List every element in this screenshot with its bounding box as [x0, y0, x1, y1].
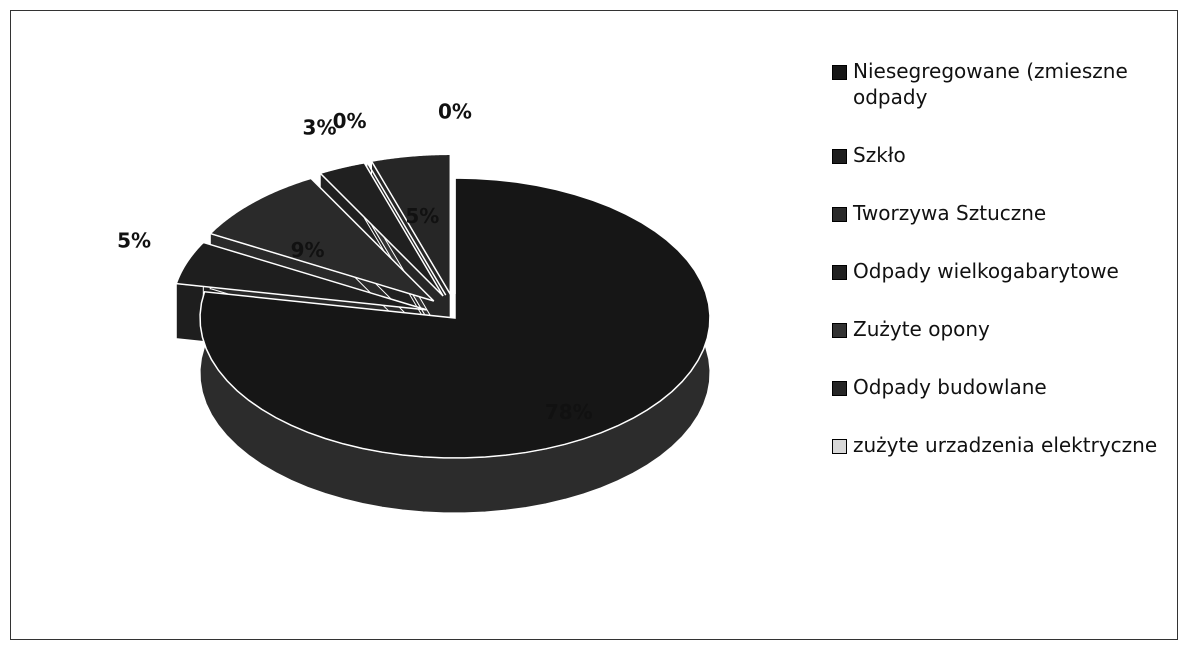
legend-swatch — [832, 207, 847, 222]
data-label: 3% — [303, 116, 337, 140]
slice — [318, 161, 444, 297]
legend-item: Szkło — [832, 142, 1177, 168]
slice — [366, 161, 447, 296]
slice — [199, 177, 711, 459]
data-label: 5% — [405, 204, 439, 228]
legend-swatch — [832, 381, 847, 396]
data-label: 0% — [438, 100, 472, 124]
legend-label: Szkło — [853, 143, 906, 167]
legend-item: Tworzywa Sztuczne — [832, 200, 1177, 226]
data-label: 78% — [545, 400, 593, 424]
legend-item: Niesegregowane (zmieszne odpady — [832, 58, 1177, 110]
legend-item: zużyte urzadzenia elektryczne — [832, 432, 1177, 458]
chart-frame — [10, 10, 1178, 640]
legend-swatch — [832, 323, 847, 338]
legend-item: Odpady wielkogabarytowe — [832, 258, 1177, 284]
legend-label: Tworzywa Sztuczne — [853, 201, 1047, 225]
legend-label: Odpady budowlane — [853, 375, 1047, 399]
data-label: 5% — [117, 229, 151, 253]
legend-item: Odpady budowlane — [832, 374, 1177, 400]
legend-swatch — [832, 265, 847, 280]
data-label: 0% — [333, 109, 367, 133]
slice — [208, 177, 435, 302]
legend-swatch — [832, 149, 847, 164]
legend-label: Niesegregowane (zmieszne odpady — [853, 59, 1128, 109]
legend-label: Odpady wielkogabarytowe — [853, 259, 1119, 283]
legend-item: Zużyte opony — [832, 316, 1177, 342]
legend-label: zużyte urzadzenia elektryczne — [853, 433, 1158, 457]
data-label: 9% — [291, 238, 325, 262]
legend-swatch — [832, 439, 847, 454]
slice — [175, 241, 427, 311]
legend-swatch — [832, 65, 847, 80]
legend-label: Zużyte opony — [853, 317, 990, 341]
slice — [370, 153, 452, 298]
legend: Niesegregowane (zmieszne odpady Szkło Twor… — [832, 58, 1177, 490]
